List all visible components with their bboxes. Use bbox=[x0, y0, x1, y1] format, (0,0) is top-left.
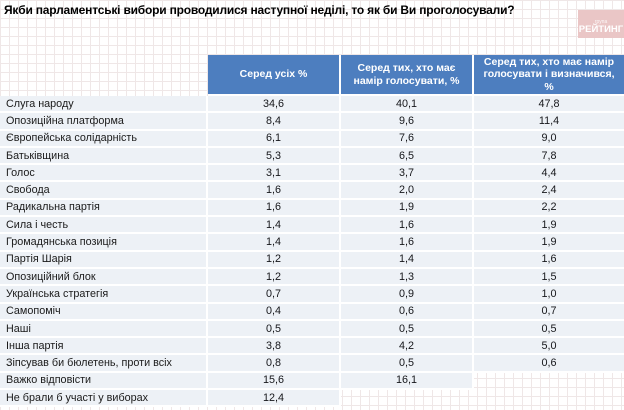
value-cell: 2,0 bbox=[341, 182, 474, 200]
party-label: Батьківщина bbox=[0, 147, 208, 166]
value-cell: 9,0 bbox=[474, 130, 624, 148]
party-label: Радикальна партія bbox=[0, 199, 208, 218]
column-header: Серед тих, хто має намір голосувати, % bbox=[341, 55, 474, 96]
party-label: Наші bbox=[0, 320, 208, 339]
value-cell: 16,1 bbox=[341, 372, 474, 391]
party-label: Сила і честь bbox=[0, 217, 208, 235]
logo-small-text: група bbox=[594, 18, 608, 25]
party-label: Зіпсував би бюлетень, проти всіх bbox=[0, 355, 208, 373]
value-cell: 11,4 bbox=[474, 113, 624, 131]
value-cell: 0,7 bbox=[208, 286, 341, 304]
value-cell: 1,4 bbox=[208, 234, 341, 252]
value-cell: 40,1 bbox=[341, 96, 474, 114]
rating-group-logo: група РЕЙТИНГ bbox=[578, 10, 624, 38]
value-cell: 2,4 bbox=[474, 182, 624, 200]
value-cell: 15,6 bbox=[208, 372, 341, 391]
value-cell: 3,7 bbox=[341, 165, 474, 183]
value-cell: 6,5 bbox=[341, 147, 474, 166]
party-label: Слуга народу bbox=[0, 96, 208, 114]
value-cell: 7,8 bbox=[474, 147, 624, 166]
page-title: Якби парламентські вибори проводилися на… bbox=[4, 3, 515, 17]
value-cell: 0,5 bbox=[208, 320, 341, 339]
value-cell: 6,1 bbox=[208, 130, 341, 148]
value-cell: 4,4 bbox=[474, 165, 624, 183]
value-cell: 1,2 bbox=[208, 251, 341, 269]
value-cell: 0,8 bbox=[208, 355, 341, 373]
value-cell: 1,6 bbox=[474, 251, 624, 269]
party-label: Інша партія bbox=[0, 338, 208, 356]
value-cell: 1,6 bbox=[341, 217, 474, 235]
value-cell: 1,3 bbox=[341, 268, 474, 287]
value-cell: 5,3 bbox=[208, 147, 341, 166]
party-label: Опозиційний блок bbox=[0, 268, 208, 287]
value-cell: 1,6 bbox=[208, 182, 341, 200]
party-label: Самопоміч bbox=[0, 303, 208, 321]
value-cell: 12,4 bbox=[208, 390, 341, 408]
party-label: Європейська солідарність bbox=[0, 130, 208, 148]
value-cell: 9,6 bbox=[341, 113, 474, 131]
value-cell: 0,6 bbox=[341, 303, 474, 321]
value-cell: 3,8 bbox=[208, 338, 341, 356]
empty-cell bbox=[474, 390, 624, 407]
value-cell: 34,6 bbox=[208, 96, 341, 114]
value-cell: 4,2 bbox=[341, 338, 474, 356]
party-label: Партія Шарія bbox=[0, 251, 208, 269]
value-cell: 1,4 bbox=[208, 217, 341, 235]
party-label: Українська стратегія bbox=[0, 286, 208, 304]
value-cell: 0,5 bbox=[341, 320, 474, 339]
party-label: Важко відповісти bbox=[0, 372, 208, 391]
value-cell: 1,6 bbox=[208, 199, 341, 218]
value-cell: 47,8 bbox=[474, 96, 624, 114]
party-label: Не брали б участі у виборах bbox=[0, 390, 208, 408]
value-cell: 8,4 bbox=[208, 113, 341, 131]
poll-table: Серед усіх % Серед тих, хто має намір гол… bbox=[0, 55, 624, 408]
value-cell: 3,1 bbox=[208, 165, 341, 183]
value-cell: 0,5 bbox=[341, 355, 474, 373]
party-label: Опозиційна платформа bbox=[0, 113, 208, 131]
value-cell: 1,9 bbox=[474, 217, 624, 235]
value-cell: 5,0 bbox=[474, 338, 624, 356]
logo-text: РЕЙТИНГ bbox=[578, 23, 624, 35]
party-label: Свобода bbox=[0, 182, 208, 200]
value-cell: 1,4 bbox=[341, 251, 474, 269]
value-cell: 2,2 bbox=[474, 199, 624, 218]
empty-cell bbox=[474, 373, 624, 390]
value-cell: 1,9 bbox=[474, 234, 624, 252]
column-header: Серед тих, хто має намір голосувати і ви… bbox=[474, 55, 624, 96]
value-cell: 0,9 bbox=[341, 286, 474, 304]
party-label: Громадянська позиція bbox=[0, 234, 208, 252]
value-cell: 0,6 bbox=[474, 355, 624, 373]
value-cell: 1,5 bbox=[474, 268, 624, 287]
value-cell: 0,5 bbox=[474, 320, 624, 339]
value-cell: 1,9 bbox=[341, 199, 474, 218]
empty-cell bbox=[341, 390, 474, 407]
value-cell: 1,6 bbox=[341, 234, 474, 252]
value-cell: 1,2 bbox=[208, 268, 341, 287]
value-cell: 0,7 bbox=[474, 303, 624, 321]
value-cell: 7,6 bbox=[341, 130, 474, 148]
column-header: Серед усіх % bbox=[208, 55, 341, 96]
value-cell: 0,4 bbox=[208, 303, 341, 321]
header-spacer bbox=[0, 55, 208, 96]
value-cell: 1,0 bbox=[474, 286, 624, 304]
party-label: Голос bbox=[0, 165, 208, 183]
